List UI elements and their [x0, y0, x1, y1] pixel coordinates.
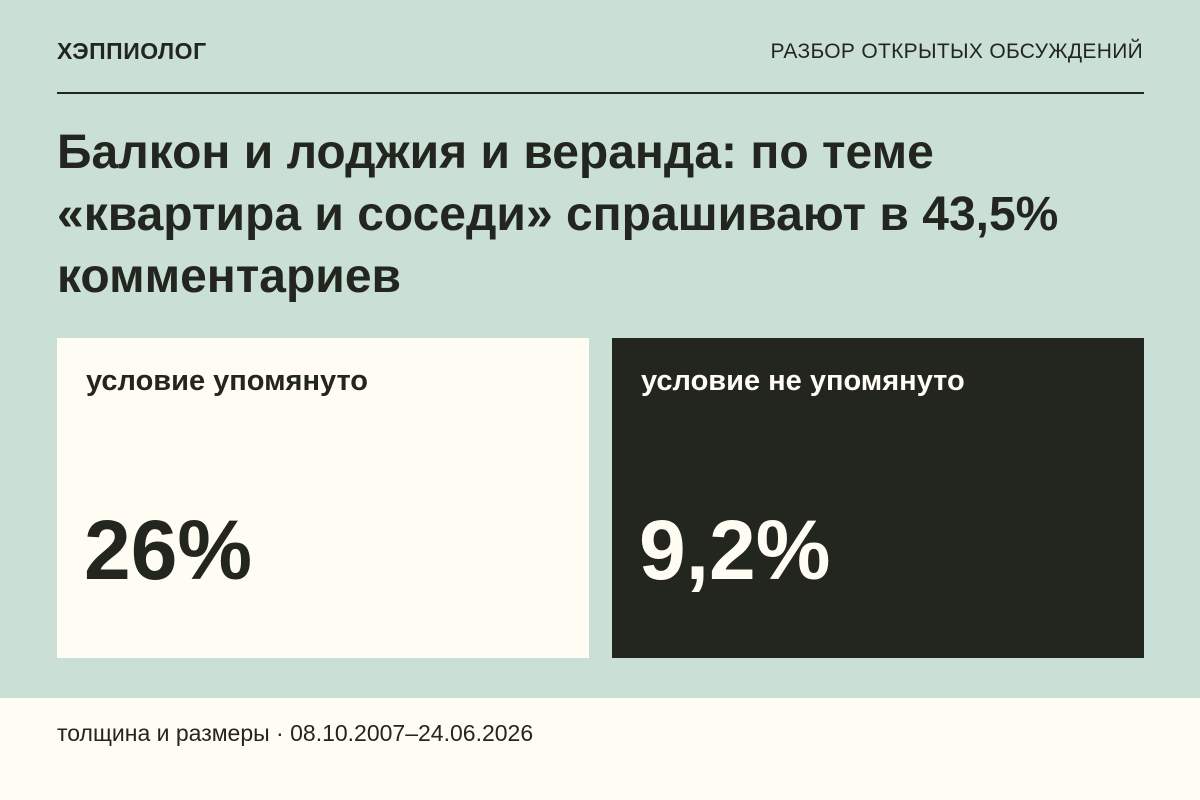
stat-card-not-mentioned: условие не упомянуто 9,2%: [612, 338, 1144, 658]
footer: толщина и размеры · 08.10.2007–24.06.202…: [0, 698, 1200, 800]
stat-card-label: условие упомянуто: [86, 365, 369, 397]
section-title: РАЗБОР ОТКРЫТЫХ ОБСУЖДЕНИЙ: [770, 40, 1143, 63]
headline: Балкон и лоджия и веранда: по теме «квар…: [57, 126, 1059, 303]
stat-card-value: 26%: [84, 503, 253, 597]
stat-card-value: 9,2%: [639, 503, 831, 597]
stat-card-mentioned: условие упомянуто 26%: [57, 338, 589, 658]
header-divider: [57, 92, 1144, 94]
stat-card-label: условие не упомянуто: [641, 365, 965, 397]
footer-caption: толщина и размеры · 08.10.2007–24.06.202…: [57, 720, 534, 746]
brand-logo-text: ХЭППИОЛОГ: [57, 38, 207, 64]
